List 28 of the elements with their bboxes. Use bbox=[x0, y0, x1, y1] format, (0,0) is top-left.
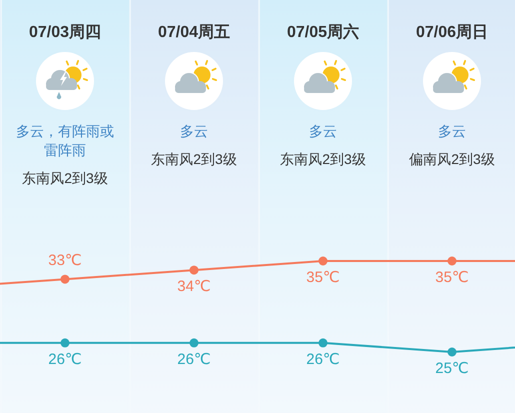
data-label: 35℃ bbox=[306, 269, 340, 286]
point bbox=[190, 266, 198, 275]
data-label: 26℃ bbox=[177, 350, 211, 368]
x-tick-label: 07/05周六 bbox=[286, 23, 360, 41]
x-tick-label: 07/03周四 bbox=[28, 24, 102, 41]
x-tick-label: 07/06周日 bbox=[416, 24, 488, 41]
text: 偏南风2到3级 bbox=[409, 151, 495, 167]
text: 多云 bbox=[309, 123, 337, 139]
point bbox=[60, 274, 70, 284]
text: 多云，有阵雨或雷阵雨 bbox=[16, 123, 114, 158]
text: 多云 bbox=[438, 123, 466, 139]
text: 东南风2到3级 bbox=[151, 151, 237, 167]
data-label: 26℃ bbox=[48, 350, 82, 368]
text: 多云 bbox=[180, 123, 208, 139]
data-label: 35℃ bbox=[435, 269, 469, 286]
data-label: 34℃ bbox=[177, 278, 211, 296]
point bbox=[60, 338, 70, 348]
point bbox=[318, 256, 328, 266]
point bbox=[318, 338, 328, 348]
data-label: 33℃ bbox=[48, 252, 82, 270]
point bbox=[190, 338, 198, 348]
data-label: 26℃ bbox=[306, 350, 340, 368]
point bbox=[448, 256, 456, 266]
x-tick-label: 07/04周五 bbox=[158, 24, 230, 41]
point bbox=[448, 348, 456, 356]
data-label: 25℃ bbox=[435, 360, 469, 377]
text: 东南风2到3级 bbox=[280, 151, 366, 167]
text: 东南风2到3级 bbox=[22, 170, 108, 186]
